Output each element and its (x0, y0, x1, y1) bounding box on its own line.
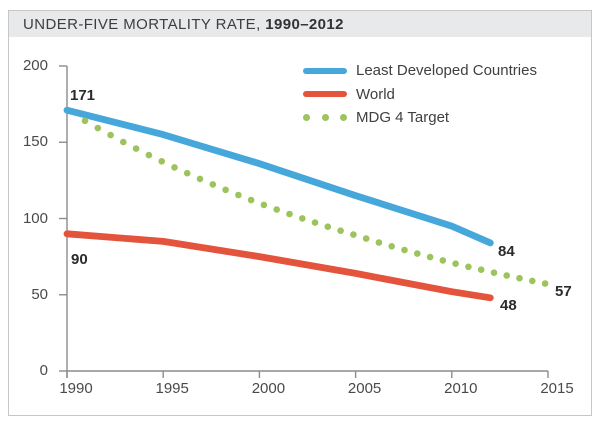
chart-legend: Least Developed Countries World MDG 4 Ta… (303, 59, 537, 130)
ldc-line-swatch (303, 67, 347, 74)
legend-label-ldc: Least Developed Countries (356, 62, 537, 80)
legend-row-world: World (303, 83, 537, 107)
data-label: 48 (500, 297, 517, 314)
x-tick-label: 2015 (540, 380, 574, 397)
series-world-line (63, 230, 494, 302)
y-tick-label: 100 (22, 209, 48, 227)
y-tick-label: 150 (22, 133, 48, 151)
data-label: 171 (70, 87, 96, 104)
title-regular: UNDER-FIVE MORTALITY RATE, (23, 15, 266, 33)
x-tick-label: 2000 (251, 380, 286, 397)
legend-row-mdg: MDG 4 Target (303, 106, 537, 130)
legend-label-mdg: MDG 4 Target (356, 109, 450, 127)
data-label: 57 (555, 283, 572, 300)
page-title: UNDER-FIVE MORTALITY RATE, 1990–2012 (23, 16, 344, 33)
data-label: 84 (498, 243, 515, 260)
mdg-dots-swatch (303, 114, 347, 122)
y-tick-label: 50 (31, 285, 48, 303)
x-tick-label: 2010 (444, 380, 478, 397)
figure-frame: UNDER-FIVE MORTALITY RATE, 1990–2012 (8, 10, 592, 416)
y-tick-label: 0 (39, 362, 48, 379)
axes (59, 65, 549, 378)
data-label: 90 (71, 251, 88, 268)
legend-row-ldc: Least Developed Countries (303, 59, 537, 83)
x-tick-label: 1990 (59, 380, 93, 397)
figure-header: UNDER-FIVE MORTALITY RATE, 1990–2012 (9, 11, 591, 37)
legend-label-world: World (356, 85, 395, 103)
series-mdg-dots (81, 117, 549, 287)
x-tick-label: 2005 (347, 380, 382, 397)
series-ldc-line (63, 106, 494, 247)
x-tick-label: 1995 (155, 380, 189, 397)
world-line-swatch (303, 91, 347, 98)
y-tick-label: 200 (22, 57, 48, 74)
title-bold: 1990–2012 (265, 15, 344, 33)
